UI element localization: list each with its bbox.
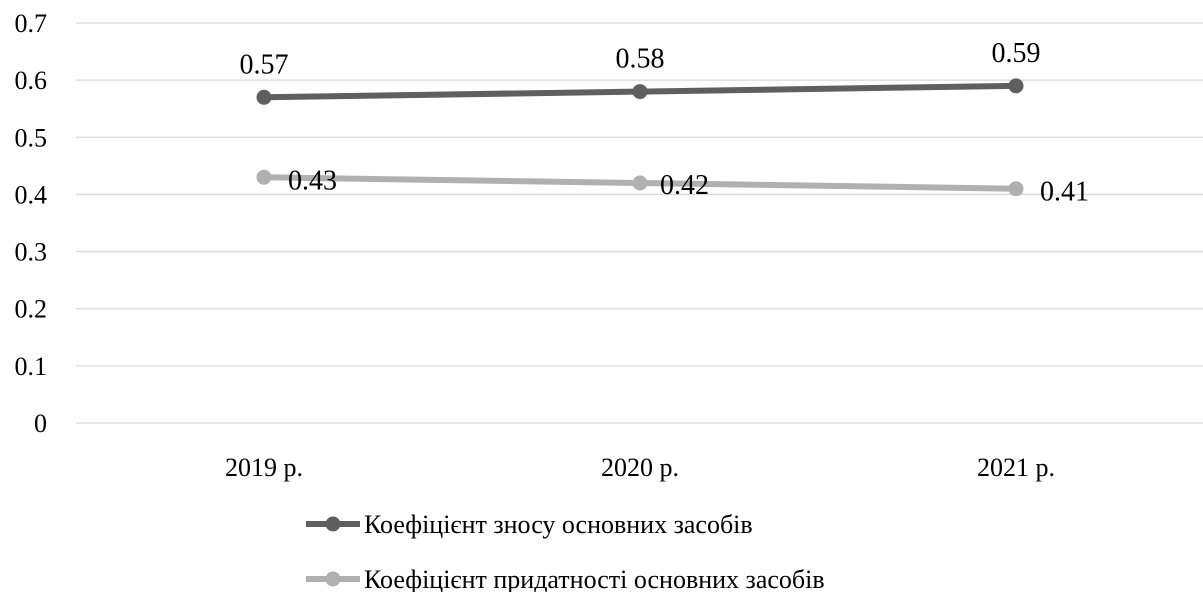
data-labels: 0.57 0.58 0.59 0.43 0.42 0.41 — [240, 38, 1090, 208]
data-point — [256, 89, 272, 105]
grid-lines — [76, 22, 1203, 424]
legend-label: Коефіцієнт зносу основних засобів — [364, 510, 753, 539]
x-tick-label: 2019 р. — [225, 453, 303, 482]
y-tick-label: 0.5 — [15, 123, 48, 152]
data-point — [1008, 181, 1024, 197]
data-point — [632, 175, 648, 191]
data-point — [632, 84, 648, 100]
y-tick-label: 0.4 — [15, 180, 48, 209]
y-tick-label: 0.1 — [15, 352, 48, 381]
legend-swatch-marker — [325, 571, 341, 587]
legend-item: Коефіцієнт придатності основних засобів — [306, 565, 825, 592]
x-tick-label: 2020 р. — [601, 453, 679, 482]
y-tick-label: 0.6 — [15, 66, 48, 95]
legend: Коефіцієнт зносу основних засобів Коефіці… — [306, 510, 825, 592]
data-label: 0.41 — [1040, 177, 1089, 208]
data-point — [256, 169, 272, 185]
data-point — [1008, 78, 1024, 94]
legend-swatch-marker — [325, 516, 341, 532]
data-label: 0.43 — [288, 165, 337, 196]
y-tick-label: 0 — [34, 409, 47, 438]
series-lines — [256, 78, 1024, 197]
legend-label: Коефіцієнт придатності основних засобів — [364, 565, 825, 592]
data-label: 0.58 — [616, 44, 665, 75]
y-tick-label: 0.3 — [15, 238, 48, 267]
y-axis-ticks: 0 0.1 0.2 0.3 0.4 0.5 0.6 0.7 — [15, 9, 48, 438]
series-0 — [256, 78, 1024, 105]
legend-item: Коефіцієнт зносу основних засобів — [306, 510, 753, 539]
x-tick-label: 2021 р. — [977, 453, 1055, 482]
data-label: 0.42 — [660, 170, 709, 201]
x-axis-ticks: 2019 р. 2020 р. 2021 р. — [225, 453, 1055, 482]
data-label: 0.59 — [992, 38, 1041, 69]
data-label: 0.57 — [240, 49, 289, 80]
y-tick-label: 0.7 — [15, 9, 48, 38]
series-1 — [256, 169, 1024, 197]
y-tick-label: 0.2 — [15, 295, 48, 324]
